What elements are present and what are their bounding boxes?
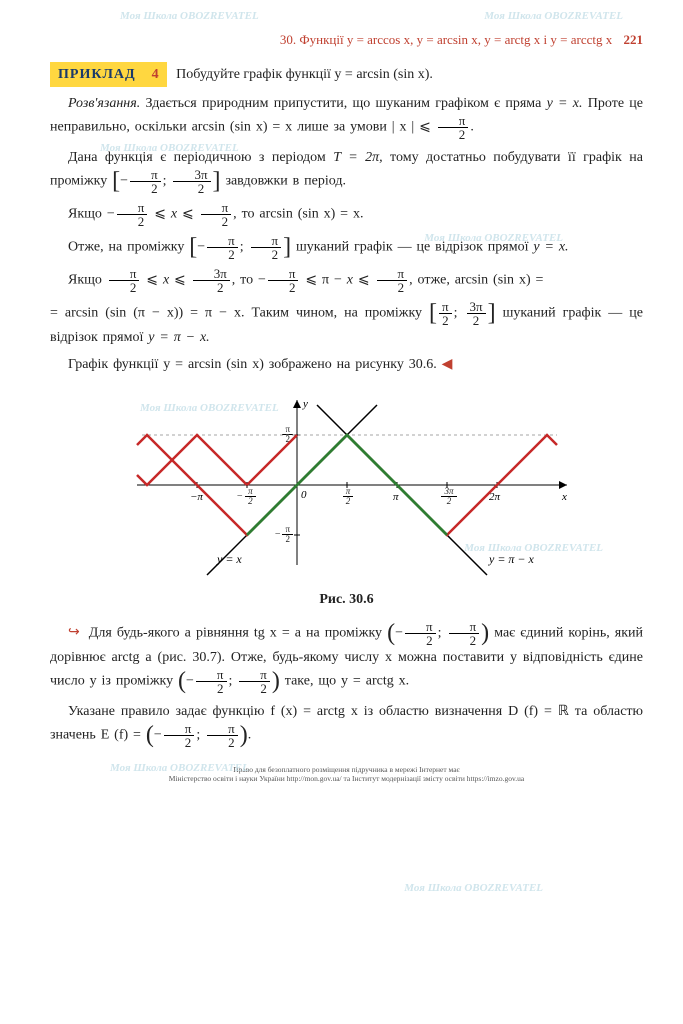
section-title: Функції y = arccos x, y = arcsin x, y = … — [299, 32, 612, 47]
svg-text:x: x — [561, 491, 567, 503]
solution-p2: Дана функція є періодичною з періодом T … — [50, 147, 643, 195]
fraction: π2 — [438, 114, 469, 141]
solution-p5b: = arcsin (sin (π − x)) = π − x. Таким чи… — [50, 300, 643, 348]
text: | x | ⩽ — [392, 119, 431, 134]
text: Указане правило задає функцію f (x) = ar… — [50, 704, 643, 743]
chart-svg: −π −π2 0 π2 π 3π2 2π x y — [117, 385, 577, 585]
text: y = x. — [547, 96, 583, 111]
svg-text:π: π — [393, 491, 399, 503]
solution-heading: Розв'язання. — [68, 96, 140, 111]
page-number: 221 — [624, 32, 644, 47]
solution-p3: Якщо −π2 ⩽ x ⩽ π2, то arcsin (sin x) = x… — [50, 201, 643, 228]
end-marker-icon: ◀ — [442, 357, 453, 372]
watermark: Моя Школа OBOZREVATEL — [404, 880, 543, 897]
text: Якщо — [68, 272, 102, 287]
text: завдовжки в період. — [225, 173, 346, 188]
line-label-left: y = x — [216, 552, 242, 566]
figure-30-6: −π −π2 0 π2 π 3π2 2π x y — [50, 385, 643, 610]
text: отже, arcsin (sin x) = — [418, 272, 544, 287]
text: то — [240, 272, 253, 287]
text: Якщо — [68, 206, 102, 221]
text: = arcsin (sin (π − x)) = π − x. Таким чи… — [50, 305, 422, 320]
watermark: Моя Школа OBOZREVATEL — [120, 8, 259, 25]
hand-icon: ↪ — [68, 625, 80, 640]
example-task: Побудуйте графік функції y = arcsin (sin… — [176, 67, 433, 82]
svg-text:0: 0 — [301, 489, 307, 501]
text: T = 2π, — [333, 150, 382, 165]
text: y = x. — [533, 239, 568, 254]
svg-text:−π: −π — [190, 491, 203, 503]
example-heading: ПРИКЛАД4 Побудуйте графік функції y = ar… — [50, 62, 643, 87]
arctg-p2: Указане правило задає функцію f (x) = ar… — [50, 701, 643, 749]
line-label-right: y = π − x — [488, 552, 535, 566]
text: Для будь-якого a рівняння tg x = a на пр… — [89, 625, 382, 640]
figure-caption: Рис. 30.6 — [50, 589, 643, 610]
footer-line1: Право для безоплатного розміщення підруч… — [50, 765, 643, 774]
text: Отже, на проміжку — [68, 239, 184, 254]
text: y = π − x. — [148, 330, 209, 345]
solution-p6: Графік функції y = arcsin (sin x) зображ… — [50, 354, 643, 375]
watermark: Моя Школа OBOZREVATEL — [484, 8, 623, 25]
footer: Право для безоплатного розміщення підруч… — [50, 765, 643, 783]
page-header: 30. Функції y = arccos x, y = arcsin x, … — [50, 30, 643, 50]
arctg-p1: ↪ Для будь-якого a рівняння tg x = a на … — [50, 620, 643, 695]
text: Дана функція є періодичною з періодом — [68, 150, 326, 165]
solution-p4: Отже, на проміжку [−π2; π2] шуканий граф… — [50, 234, 643, 261]
solution-p1: Розв'язання. Здається природним припусти… — [50, 93, 643, 141]
example-num: 4 — [144, 62, 167, 87]
text: то arcsin (sin x) = x. — [242, 206, 364, 221]
svg-text:y: y — [302, 398, 308, 410]
text: Графік функції y = arcsin (sin x) зображ… — [68, 357, 437, 372]
text: Здається природним припустити, що шукани… — [146, 96, 542, 111]
section-number: 30. — [280, 32, 296, 47]
example-label: ПРИКЛАД — [50, 62, 144, 87]
solution-p5: Якщо π2 ⩽ x ⩽ 3π2, то −π2 ⩽ π − x ⩽ π2, … — [50, 267, 643, 294]
text: таке, що y = arctg x. — [285, 673, 409, 688]
text: шуканий графік — це відрізок прямої — [296, 239, 528, 254]
footer-line2: Міністерство освіти і науки України http… — [50, 774, 643, 783]
